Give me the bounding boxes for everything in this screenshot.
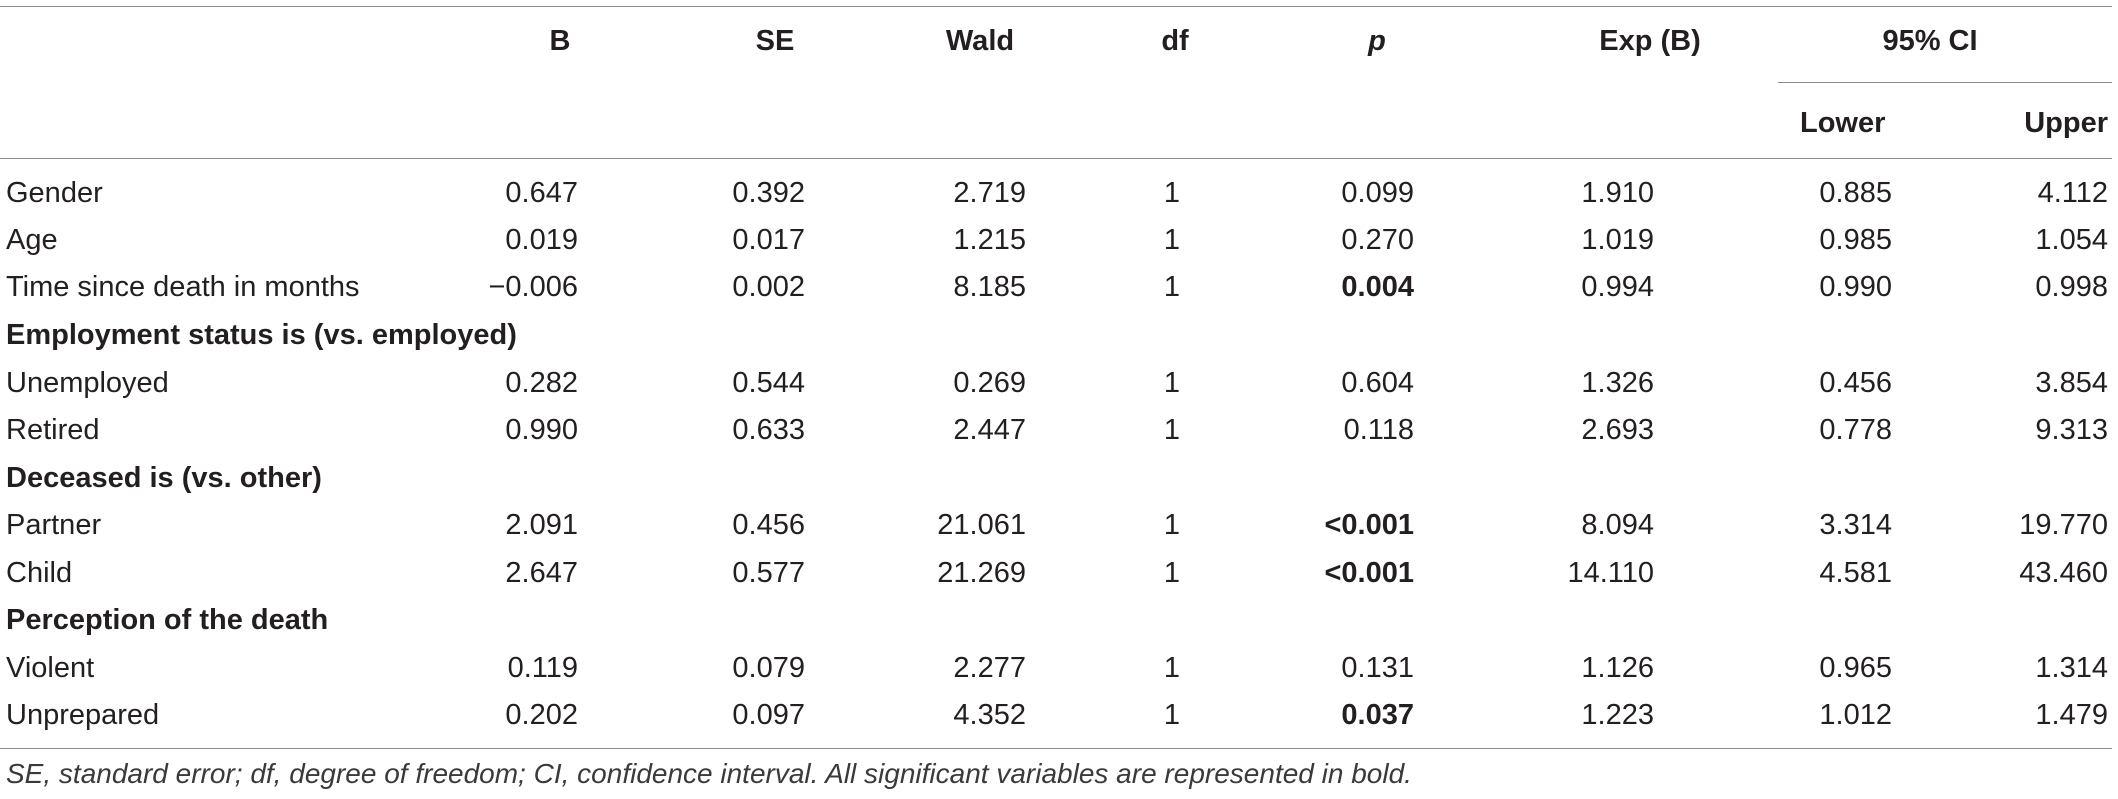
header-se: SE [755, 25, 795, 57]
cell-expb: 14.110 [1567, 557, 1654, 589]
cell-df: 1 [1163, 224, 1181, 256]
cell-se: 0.079 [732, 652, 805, 684]
cell-se: 0.097 [732, 699, 805, 731]
cell-df: 1 [1163, 414, 1181, 446]
header-bottom-rule [0, 158, 2112, 159]
table-footnote: SE, standard error; df, degree of freedo… [6, 758, 1412, 789]
cell-expb: 1.223 [1581, 699, 1654, 731]
row-label: Unemployed [6, 367, 169, 399]
cell-p: 0.004 [1341, 271, 1414, 303]
cell-expb: 1.019 [1581, 224, 1654, 256]
cell-df: 1 [1163, 271, 1181, 303]
cell-expb: 2.693 [1581, 414, 1654, 446]
cell-upper: 19.770 [2019, 509, 2108, 541]
cell-upper: 9.313 [2035, 414, 2108, 446]
cell-wald: 2.719 [953, 177, 1026, 209]
cell-se: 0.544 [732, 367, 805, 399]
header-upper: Upper [2024, 107, 2108, 139]
cell-upper: 1.054 [2035, 224, 2108, 256]
cell-p: 0.270 [1341, 224, 1414, 256]
cell-df: 1 [1163, 367, 1181, 399]
cell-p: 0.118 [1343, 414, 1414, 446]
cell-wald: 21.269 [937, 557, 1026, 589]
cell-wald: 4.352 [953, 699, 1026, 731]
row-label: Age [6, 224, 58, 256]
cell-p: <0.001 [1324, 557, 1414, 589]
cell-se: 0.392 [732, 177, 805, 209]
cell-b: 0.202 [505, 699, 578, 731]
header-wald: Wald [945, 25, 1015, 57]
cell-b: 0.647 [505, 177, 578, 209]
cell-lower: 3.314 [1819, 509, 1892, 541]
header-ci: 95% CI [1882, 25, 1978, 57]
cell-b: −0.006 [488, 271, 578, 303]
cell-lower: 0.985 [1819, 224, 1892, 256]
cell-wald: 2.277 [953, 652, 1026, 684]
cell-se: 0.456 [732, 509, 805, 541]
row-label: Retired [6, 414, 100, 446]
header-p: p [1368, 25, 1386, 57]
cell-b: 0.990 [505, 414, 578, 446]
row-label: Child [6, 557, 73, 589]
section-label: Perception of the death [6, 604, 329, 636]
cell-wald: 1.215 [953, 224, 1026, 256]
cell-expb: 0.994 [1581, 271, 1654, 303]
cell-upper: 1.479 [2035, 699, 2108, 731]
cell-p: 0.099 [1341, 177, 1414, 209]
cell-upper: 0.998 [2035, 271, 2108, 303]
cell-upper: 3.854 [2035, 367, 2108, 399]
top-rule [0, 6, 2112, 7]
cell-expb: 8.094 [1581, 509, 1654, 541]
cell-b: 0.282 [505, 367, 578, 399]
cell-b: 0.119 [507, 652, 578, 684]
bottom-rule [0, 748, 2112, 749]
ci-header-rule [1778, 82, 2112, 83]
header-lower: Lower [1800, 107, 1886, 139]
header-df: df [1161, 25, 1189, 57]
cell-lower: 0.778 [1819, 414, 1892, 446]
cell-wald: 8.185 [953, 271, 1026, 303]
header-b: B [549, 25, 571, 57]
cell-expb: 1.326 [1581, 367, 1654, 399]
cell-df: 1 [1163, 177, 1181, 209]
cell-se: 0.577 [732, 557, 805, 589]
section-label: Employment status is (vs. employed) [6, 319, 517, 351]
cell-lower: 0.965 [1819, 652, 1892, 684]
row-label: Time since death in months [6, 271, 360, 303]
header-expb: Exp (B) [1599, 25, 1701, 57]
section-label: Deceased is (vs. other) [6, 462, 322, 494]
cell-p: <0.001 [1324, 509, 1414, 541]
row-label: Gender [6, 177, 103, 209]
cell-upper: 4.112 [2037, 177, 2108, 209]
cell-df: 1 [1163, 699, 1181, 731]
cell-lower: 0.456 [1819, 367, 1892, 399]
cell-df: 1 [1163, 509, 1181, 541]
cell-upper: 43.460 [2019, 557, 2108, 589]
cell-b: 2.647 [505, 557, 578, 589]
cell-lower: 0.990 [1819, 271, 1892, 303]
cell-b: 2.091 [505, 509, 578, 541]
cell-expb: 1.910 [1581, 177, 1654, 209]
cell-se: 0.633 [732, 414, 805, 446]
cell-p: 0.037 [1341, 699, 1414, 731]
cell-lower: 1.012 [1819, 699, 1892, 731]
cell-se: 0.002 [732, 271, 805, 303]
cell-b: 0.019 [505, 224, 578, 256]
cell-wald: 21.061 [937, 509, 1026, 541]
row-label: Unprepared [6, 699, 160, 731]
cell-p: 0.604 [1341, 367, 1414, 399]
cell-wald: 2.447 [953, 414, 1026, 446]
cell-wald: 0.269 [953, 367, 1026, 399]
cell-lower: 0.885 [1819, 177, 1892, 209]
row-label: Partner [6, 509, 102, 541]
cell-df: 1 [1163, 652, 1181, 684]
cell-lower: 4.581 [1819, 557, 1892, 589]
cell-upper: 1.314 [2035, 652, 2108, 684]
cell-df: 1 [1163, 557, 1181, 589]
cell-expb: 1.126 [1581, 652, 1654, 684]
cell-p: 0.131 [1341, 652, 1414, 684]
cell-se: 0.017 [732, 224, 805, 256]
row-label: Violent [6, 652, 95, 684]
